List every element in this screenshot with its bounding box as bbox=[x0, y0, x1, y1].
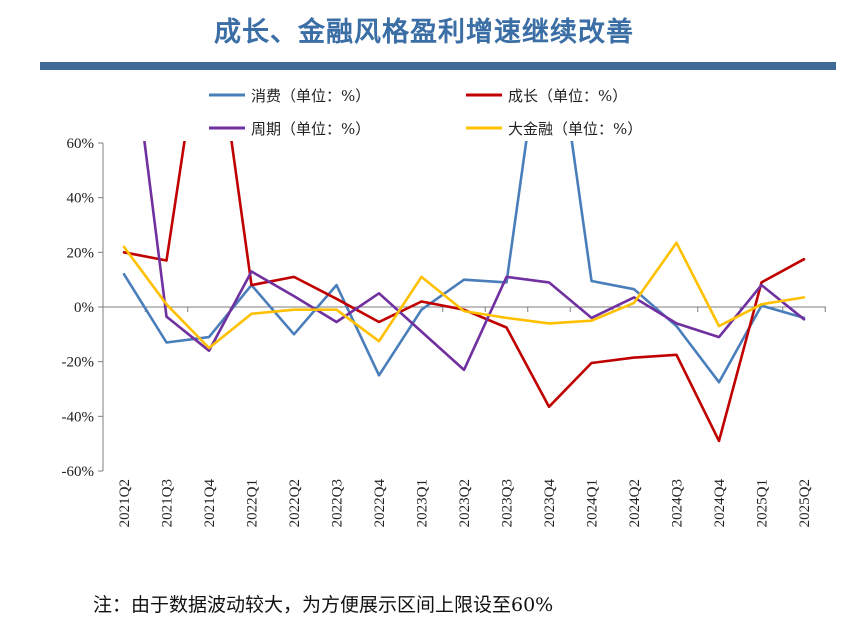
y-tick-label: 60% bbox=[67, 136, 95, 152]
series-line-1 bbox=[122, 141, 806, 384]
chart-title: 成长、金融风格盈利增速继续改善 bbox=[214, 17, 634, 48]
x-tick-label: 2023Q1 bbox=[415, 479, 431, 527]
x-tick-label: 2021Q4 bbox=[202, 479, 218, 528]
x-tick-label: 2025Q2 bbox=[797, 479, 813, 527]
x-tick-label: 2023Q3 bbox=[500, 479, 516, 527]
x-tick-label: 2025Q1 bbox=[755, 479, 771, 527]
legend-label: 大金融（单位：%） bbox=[508, 120, 642, 138]
x-tick-label: 2023Q2 bbox=[457, 479, 473, 527]
line-chart: 消费（单位：%） 成长（单位：%） 周期（单位：%） 大金融（单位：%） -60% -4… bbox=[62, 87, 826, 528]
legend-label: 周期（单位：%） bbox=[251, 120, 370, 138]
y-tick-label: 40% bbox=[67, 191, 95, 207]
series-line-3 bbox=[143, 141, 806, 372]
series-layer bbox=[122, 141, 806, 443]
x-axis: 2021Q2 2021Q3 2021Q4 2022Q1 2022Q2 2022Q3 2022… bbox=[103, 306, 826, 528]
title-underline-bar bbox=[40, 62, 836, 70]
x-tick-label: 2024Q3 bbox=[670, 479, 686, 527]
legend-label: 消费（单位：%） bbox=[251, 87, 370, 105]
x-tick-label: 2024Q2 bbox=[627, 479, 643, 527]
x-tick-label: 2024Q1 bbox=[585, 479, 601, 527]
x-tick-label: 2022Q1 bbox=[245, 479, 261, 527]
x-tick-label: 2022Q3 bbox=[330, 479, 346, 527]
y-tick-label: -40% bbox=[62, 409, 95, 425]
chart-legend: 消费（单位：%） 成长（单位：%） 周期（单位：%） 大金融（单位：%） bbox=[209, 87, 642, 138]
y-tick-label: -60% bbox=[62, 464, 95, 480]
y-tick-label: -20% bbox=[62, 355, 95, 371]
footnote: 注：由于数据波动较大，为方便展示区间上限设至60% bbox=[93, 594, 554, 616]
y-axis: -60% -40% -20% 0% 20% 40% 60% bbox=[62, 136, 104, 480]
x-tick-label: 2022Q2 bbox=[287, 479, 303, 527]
series-line-4 bbox=[122, 241, 806, 350]
x-tick-label: 2021Q3 bbox=[160, 479, 176, 527]
y-tick-label: 0% bbox=[74, 300, 94, 316]
y-tick-label: 20% bbox=[67, 245, 95, 261]
legend-label: 成长（单位：%） bbox=[508, 87, 627, 105]
x-tick-label: 2023Q4 bbox=[542, 479, 558, 528]
x-tick-label: 2021Q2 bbox=[117, 479, 133, 527]
series-line-2 bbox=[122, 141, 806, 443]
x-tick-label: 2022Q4 bbox=[372, 479, 388, 528]
x-tick-label: 2024Q4 bbox=[712, 479, 728, 528]
